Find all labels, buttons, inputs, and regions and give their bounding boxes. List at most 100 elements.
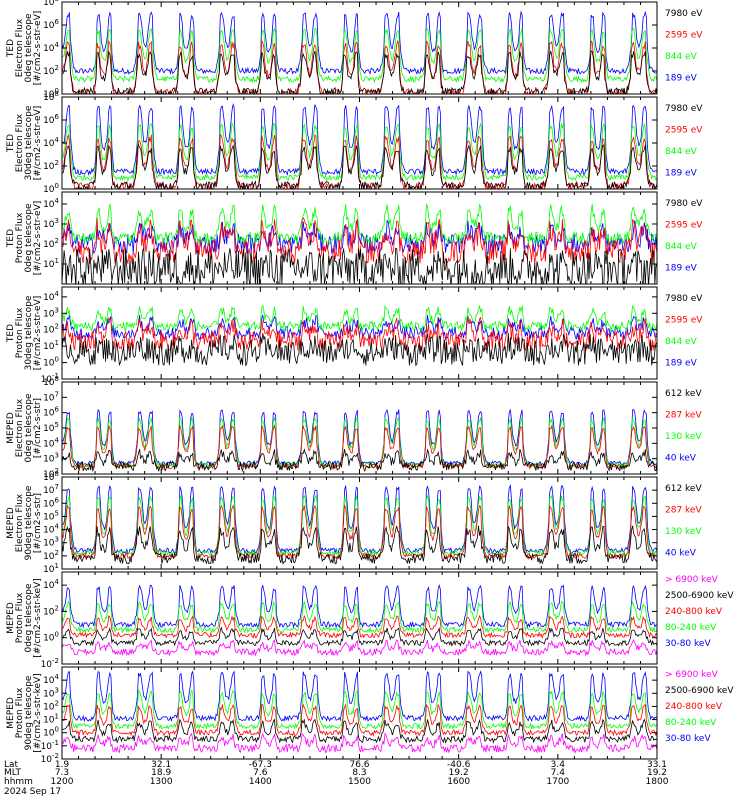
y-axis-label: 0deg telescope	[24, 583, 34, 653]
panel-frame	[61, 666, 658, 760]
y-axis-label: MEPED	[6, 602, 16, 634]
legend-entry: 2595 eV	[665, 31, 703, 41]
y-tick-label: 100	[43, 726, 59, 739]
legend-entry: 612 keV	[665, 484, 702, 494]
y-tick-label: 106	[43, 496, 59, 509]
footer-value: 1700	[546, 777, 569, 787]
legend-entry: 130 keV	[665, 527, 702, 537]
y-axis-label: [#/cm2-s-str-keV]	[33, 673, 43, 752]
series-line-844-ev	[62, 203, 657, 246]
footer-value: 7.4	[551, 768, 566, 778]
legend-entry: 240-800 keV	[665, 702, 723, 712]
y-axis-label: [#/cm2-s-str-eV]	[33, 106, 43, 181]
series-line-130-kev	[62, 494, 657, 558]
y-tick-label: 104	[43, 41, 59, 54]
y-tick-label: 100	[43, 631, 59, 644]
legend-entry: 844 eV	[665, 52, 698, 62]
y-axis-label: Proton Flux	[15, 212, 25, 263]
legend-entry: 2500-6900 keV	[665, 686, 734, 696]
y-tick-label: 102	[43, 604, 59, 617]
footer-value: 1600	[447, 777, 470, 787]
y-tick-label: 106	[43, 18, 59, 31]
series-line-2595-ev	[62, 217, 657, 266]
y-axis-label: MEPED	[6, 412, 16, 444]
legend-entry: 240-800 keV	[665, 607, 723, 617]
footer-value: 8.3	[352, 768, 366, 778]
y-axis-label: MEPED	[6, 507, 16, 539]
y-tick-label: 106	[43, 113, 59, 126]
y-axis-label: 90deg telescope	[24, 675, 34, 750]
footer-value: 32.1	[151, 760, 171, 770]
footer-value: 19.2	[647, 768, 667, 778]
y-tick-label: 108	[43, 90, 59, 103]
footer-value: 1200	[51, 777, 74, 787]
y-axis-label: Electron Flux	[15, 398, 25, 457]
series-line-189-ev	[62, 10, 657, 76]
footer-value: 3.4	[551, 760, 566, 770]
y-tick-label: 108	[43, 375, 59, 388]
legend-entry: 40 keV	[665, 549, 697, 559]
legend-entry: 844 eV	[665, 147, 698, 157]
y-axis-label: [#/cm2-s-str]	[33, 398, 43, 458]
y-tick-label: 105	[43, 421, 59, 434]
y-axis-label: TED	[6, 229, 16, 248]
y-tick-label: 104	[43, 673, 59, 686]
footer-value: 7.6	[253, 768, 268, 778]
legend-entry: 30-80 keV	[665, 734, 711, 744]
series-line-844-ev	[62, 121, 657, 182]
y-tick-label: 103	[43, 452, 59, 465]
y-tick-label: 101	[43, 339, 59, 352]
legend-entry: 189 eV	[665, 359, 698, 369]
legend-entry: 80-240 keV	[665, 718, 717, 728]
legend-entry: 189 eV	[665, 74, 698, 84]
y-tick-label: 106	[43, 406, 59, 419]
legend-entry: > 6900 keV	[665, 575, 719, 585]
y-tick-label: 10-1	[41, 372, 59, 385]
y-axis-label: 90deg telescope	[24, 485, 34, 560]
y-tick-label: 102	[43, 549, 59, 562]
y-axis-label: [#/cm2-s-str-eV]	[33, 296, 43, 371]
y-tick-label: 104	[43, 523, 59, 536]
y-tick-label: 101	[43, 713, 59, 726]
series-line-30-80-kev	[62, 670, 657, 723]
footer-value: 1500	[348, 777, 371, 787]
y-tick-label: 102	[43, 159, 59, 172]
legend-entry: 7980 eV	[665, 294, 703, 304]
y-axis-label: [#/cm2-s-str]	[33, 493, 43, 553]
y-tick-label: 100	[43, 87, 59, 100]
panel-5: 102 103 104 105 106 107 108 MEPED Electron Flux 0…	[6, 375, 702, 480]
footer-value: 1800	[646, 777, 669, 787]
y-tick-label: 104	[43, 578, 59, 591]
y-axis-label: Proton Flux	[15, 307, 25, 358]
legend-entry: 7980 eV	[665, 104, 703, 114]
legend-entry: 2500-6900 keV	[665, 591, 734, 601]
legend-entry: 844 eV	[665, 242, 698, 252]
y-tick-label: 103	[43, 536, 59, 549]
legend-entry: 2595 eV	[665, 316, 703, 326]
legend-entry: 130 keV	[665, 432, 702, 442]
footer-value: -40.6	[447, 760, 471, 770]
series-line-2500-6900-kev	[62, 626, 657, 647]
series-line-844-ev	[62, 304, 657, 333]
y-axis-label: Electron Flux	[15, 18, 25, 77]
legend-entry: 40 keV	[665, 454, 697, 464]
y-axis-label: MEPED	[6, 697, 16, 729]
date-label: 2024 Sep 17	[4, 787, 61, 797]
y-tick-label: 10-1	[41, 739, 59, 752]
series-line-2595-ev	[62, 133, 657, 189]
y-axis-label: 0deg telescope	[24, 393, 34, 463]
y-axis-label: 0deg telescope	[24, 13, 34, 83]
footer-row-label: hhmm	[4, 777, 33, 787]
y-axis-label: TED	[6, 324, 16, 343]
legend-entry: 30-80 keV	[665, 639, 711, 649]
y-tick-label: 101	[43, 562, 59, 575]
y-axis-label: Electron Flux	[15, 493, 25, 552]
legend-entry: 287 keV	[665, 411, 702, 421]
y-tick-label: 102	[43, 323, 59, 336]
footer-row-label: Lat	[4, 760, 19, 770]
y-tick-label: 103	[43, 217, 59, 230]
y-axis-label: TED	[6, 39, 16, 58]
y-tick-label: 10-2	[41, 752, 59, 765]
y-tick-label: 102	[43, 467, 59, 480]
